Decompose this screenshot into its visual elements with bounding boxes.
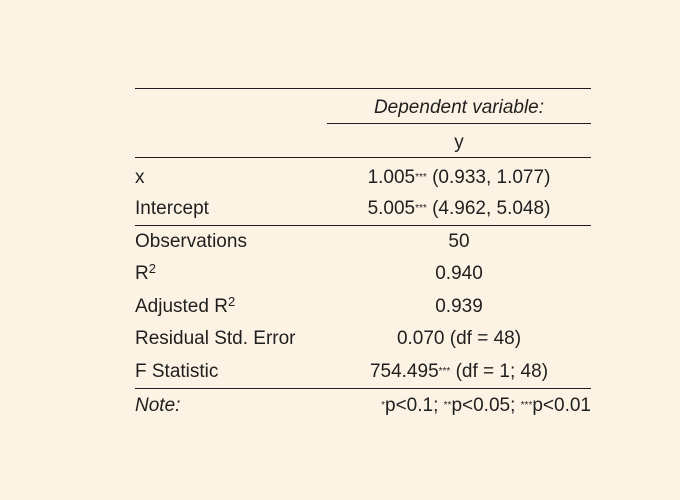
stat-value-residual-std-error: 0.070 (df = 48): [396, 328, 522, 349]
significance-stars: ***: [438, 366, 451, 377]
stat-value-observations: 50: [448, 231, 470, 252]
stat-value-adjusted-r2: 0.939: [435, 296, 483, 317]
stat-value-f-statistic: 754.495*** (df = 1; 48): [327, 361, 591, 383]
coef-value-intercept: 5.005*** (4.962, 5.048): [327, 198, 591, 220]
header-rule: [135, 157, 591, 158]
stat-label-observations: Observations: [135, 231, 247, 252]
note-text-2: p<0.05;: [451, 395, 521, 416]
stat-label-residual-std-error: Residual Std. Error: [135, 328, 296, 349]
coefficients-rule: [135, 225, 591, 226]
significance-stars: ***: [415, 172, 427, 183]
note-label: Note:: [135, 395, 181, 416]
r2-label-superscript: 2: [148, 261, 156, 276]
note-text: *p<0.1; **p<0.05; ***p<0.01: [381, 395, 591, 417]
top-rule: [135, 88, 591, 89]
stat-label-f-statistic: F Statistic: [135, 361, 219, 382]
note-text-3: p<0.01: [532, 395, 591, 416]
dependent-variable-rule: [327, 123, 591, 124]
stat-label-r2: R2: [135, 261, 156, 286]
note-star-3: ***: [520, 400, 533, 411]
dependent-variable-label: Dependent variable:: [373, 97, 545, 118]
note-text-1: p<0.1;: [385, 395, 444, 416]
confidence-interval: (0.933, 1.077): [426, 167, 551, 188]
stat-value-r2: 0.940: [435, 263, 483, 284]
dependent-variable-name: y: [454, 132, 464, 153]
confidence-interval: (4.962, 5.048): [426, 198, 551, 219]
coef-value-x: 1.005*** (0.933, 1.077): [327, 167, 591, 189]
note-star-2: **: [443, 400, 452, 411]
coef-estimate: 1.005: [367, 167, 416, 188]
significance-stars: ***: [415, 203, 427, 214]
coef-label-intercept: Intercept: [135, 198, 209, 219]
coef-label-x: x: [135, 167, 145, 188]
adjusted-r2-label-superscript: 2: [227, 294, 236, 309]
f-statistic-df: (df = 1; 48): [450, 361, 549, 382]
r2-label-text: R: [135, 263, 149, 284]
stat-label-adjusted-r2: Adjusted R2: [135, 294, 236, 319]
f-statistic-value: 754.495: [369, 361, 439, 382]
coef-estimate: 5.005: [367, 198, 416, 219]
adjusted-r2-label-text: Adjusted R: [135, 296, 228, 317]
note-star-1: *: [381, 400, 386, 411]
bottom-rule: [135, 388, 591, 389]
